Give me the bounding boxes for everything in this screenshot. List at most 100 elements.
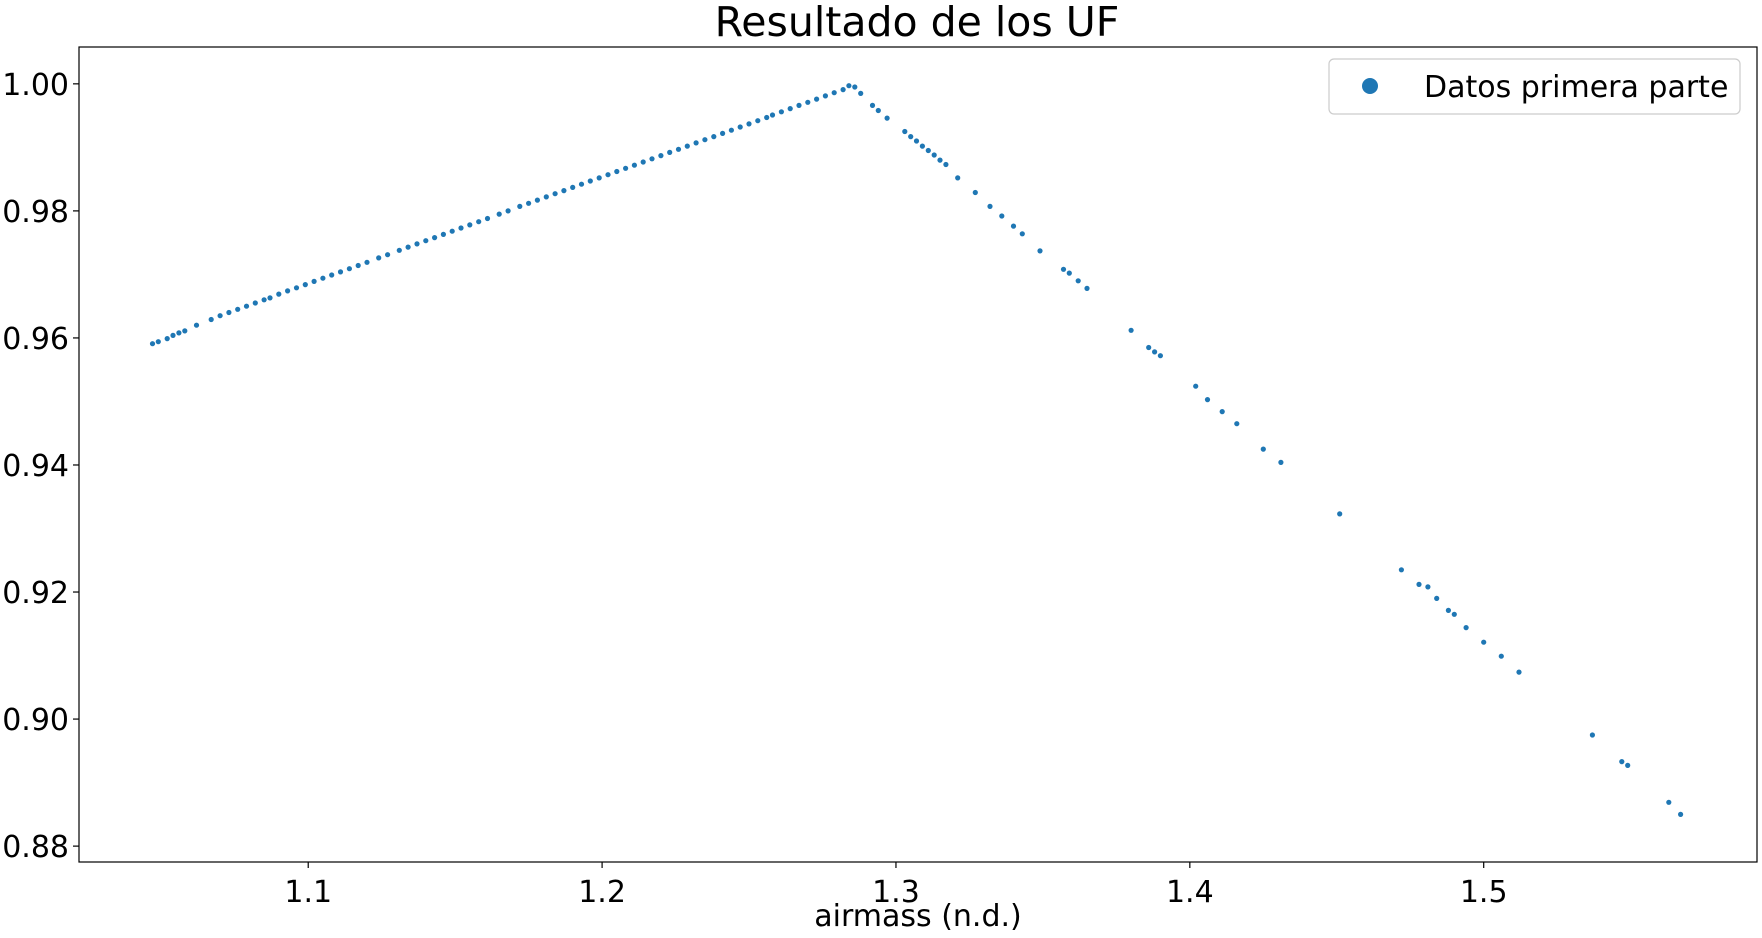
data-point [822,93,829,99]
data-point [385,252,391,258]
data-point [614,168,620,175]
data-point [1152,349,1158,355]
data-point [1516,669,1522,675]
y-tick-label: 0.90 [2,703,69,738]
x-tick-label: 1.5 [1460,875,1508,910]
data-point [149,341,156,347]
data-point [1451,611,1457,617]
data-point [1219,409,1225,415]
data-point [217,313,223,319]
data-point [693,140,699,146]
data-point [467,222,473,228]
data-point [596,175,602,181]
data-point [1019,231,1025,237]
data-point [1010,223,1017,229]
data-point [1434,595,1440,602]
data-point [1234,421,1240,427]
data-point [337,269,344,275]
data-point [869,102,876,108]
data-point [1278,459,1284,465]
data-point [955,175,961,181]
data-point [1128,327,1134,333]
data-point [605,172,611,178]
data-point [505,208,511,214]
data-point [517,203,523,209]
data-point [320,275,326,281]
legend-marker [1362,78,1378,94]
plot-area [79,47,1757,862]
data-point [526,200,532,206]
data-point [243,303,250,309]
data-point [875,107,881,114]
data-point [193,322,200,328]
x-tick-label: 1.1 [284,875,332,910]
data-point [1075,278,1081,284]
data-point [884,115,890,121]
data-point [764,114,770,121]
data-point [1204,397,1211,403]
data-point [267,295,273,301]
data-point [787,106,793,112]
data-point [972,189,978,196]
data-point [235,306,241,312]
data-point [913,138,920,144]
data-point [458,225,464,231]
y-axis-ticks: 0.88 0.90 0.92 0.94 0.96 0.98 1.00 [2,68,79,865]
data-point [1416,581,1422,588]
data-point [396,247,402,253]
data-point [931,152,937,158]
data-point [1678,811,1684,818]
data-point [484,215,491,222]
x-tick-label: 1.4 [1166,875,1214,910]
data-point [449,228,455,234]
data-point [1260,446,1266,452]
chart-title: Resultado de los UF [715,0,1120,46]
x-tick-label: 1.3 [872,875,920,910]
legend-label: Datos primera parte [1424,70,1728,105]
y-tick-label: 0.98 [2,195,69,230]
data-point [937,157,943,163]
data-point [711,134,717,140]
data-point [902,128,908,135]
data-point [720,130,726,136]
data-point [252,300,258,306]
data-point [261,297,267,303]
data-point [164,336,170,342]
data-point [208,316,214,323]
y-tick-label: 0.94 [2,449,69,484]
legend: Datos primera parte [1328,58,1741,115]
data-point [737,124,743,130]
data-point [476,219,482,225]
data-point [276,291,282,297]
data-point [1037,248,1043,254]
data-point [1619,759,1625,765]
data-point [1193,383,1199,389]
data-point [587,178,593,184]
data-point [1146,344,1152,351]
data-point [623,165,629,171]
data-point [746,121,752,127]
data-point [1157,353,1163,359]
data-point [1337,511,1343,517]
y-tick-label: 1.00 [2,68,69,103]
data-point [346,266,352,272]
data-point [658,153,664,159]
data-points [149,83,1684,818]
data-point [405,244,411,250]
data-point [852,84,858,90]
data-point [440,231,446,237]
data-point [552,191,558,197]
data-point [846,83,852,89]
data-point [840,87,846,93]
data-point [702,137,708,143]
data-point [1463,625,1469,631]
data-point [293,285,300,291]
legend-box [1328,58,1741,115]
x-axis-ticks: 1.1 1.2 1.3 1.4 1.5 [284,862,1508,910]
data-point [1625,762,1631,769]
data-point [805,99,811,105]
data-point [543,194,549,200]
data-point [226,309,232,316]
y-tick-label: 0.96 [2,322,69,357]
data-point [534,197,541,203]
